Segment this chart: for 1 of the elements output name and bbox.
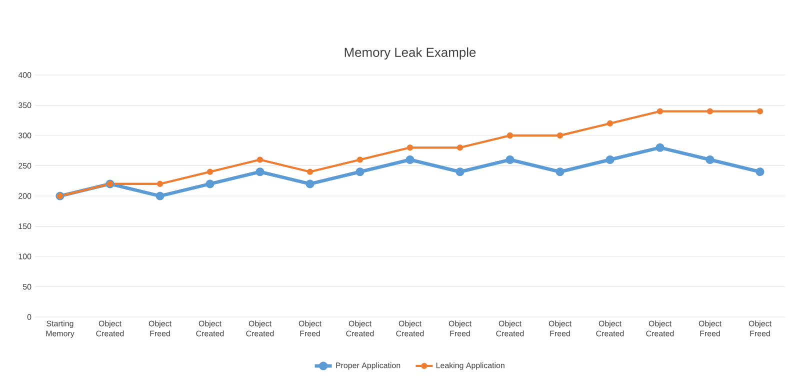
- chart-title: Memory Leak Example: [344, 47, 476, 60]
